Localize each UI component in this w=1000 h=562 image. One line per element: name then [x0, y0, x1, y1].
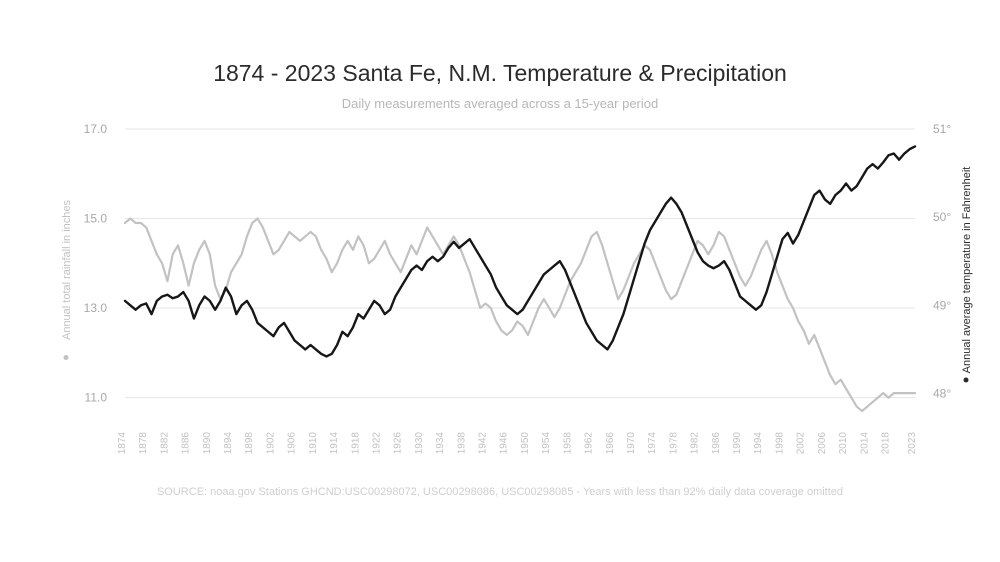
series-group: [125, 146, 915, 411]
x-tick: 1966: [605, 432, 616, 455]
x-tick: 1902: [265, 432, 276, 455]
right-y-tick: 51°: [933, 122, 951, 136]
x-tick: 1998: [774, 432, 785, 455]
x-tick: 1886: [181, 432, 192, 455]
x-tick: 1922: [371, 432, 382, 455]
right-y-tick: 49°: [933, 298, 951, 312]
x-tick: 2018: [880, 432, 891, 455]
x-tick: 1954: [541, 432, 552, 455]
x-tick: 1986: [711, 432, 722, 455]
right-y-tick: 48°: [933, 387, 951, 401]
x-tick: 1950: [520, 432, 531, 455]
x-tick: 1962: [584, 432, 595, 455]
left-y-tick: 17.0: [84, 122, 108, 136]
left-y-tick: 13.0: [84, 301, 108, 315]
x-tick: 1930: [414, 432, 425, 455]
right-y-tick-group: 48° 49° 50° 51°: [933, 122, 951, 401]
x-tick: 1914: [329, 432, 340, 455]
left-axis-label: Annual total rainfall in inches: [61, 199, 73, 340]
chart-container: 1874 - 2023 Santa Fe, N.M. Temperature &…: [0, 0, 1000, 562]
x-tick: 1958: [562, 432, 573, 455]
source-caption: SOURCE: noaa.gov Stations GHCND:USC00298…: [0, 486, 1000, 498]
x-tick: 1910: [308, 432, 319, 455]
precipitation-line: [125, 219, 915, 412]
grid-group: [125, 129, 915, 398]
x-tick: 2002: [796, 432, 807, 455]
x-tick-group: 1874 1878 1882 1886 1890 1894 1898 1902 1906 1910…: [117, 432, 918, 455]
x-tick: 1906: [287, 432, 298, 455]
left-y-tick: 11.0: [85, 391, 108, 405]
chart-svg: 11.013.015.017.0 48°49°50°51° 1874187818…: [0, 0, 1000, 562]
left-axis-legend: Annual total rainfall in inches: [61, 199, 73, 360]
x-tick: 1982: [690, 432, 701, 455]
left-y-tick: 15.0: [84, 212, 108, 226]
x-tick: 1890: [202, 432, 213, 455]
left-y-tick-group: 11.0 13.0 15.0 17.0: [84, 122, 108, 405]
x-tick: 1874: [117, 432, 128, 455]
right-axis-label: Annual average temperature in Fahrenheit: [961, 167, 973, 374]
right-axis-legend: Annual average temperature in Fahrenheit: [961, 167, 973, 383]
x-tick: 2010: [838, 432, 849, 455]
x-tick: 1946: [499, 432, 510, 455]
x-tick: 2023: [907, 432, 918, 455]
x-tick: 1926: [393, 432, 404, 455]
x-tick: 1882: [159, 432, 170, 455]
x-tick: 1990: [732, 432, 743, 455]
x-tick: 1894: [223, 432, 234, 455]
x-tick: 1974: [647, 432, 658, 455]
x-tick: 1970: [626, 432, 637, 455]
temp-legend-dot: [964, 378, 969, 383]
x-tick: 1898: [244, 432, 255, 455]
x-tick: 1994: [753, 432, 764, 455]
precip-legend-dot: [64, 355, 69, 360]
x-tick: 1938: [456, 432, 467, 455]
x-tick: 1934: [435, 432, 446, 455]
right-y-tick: 50°: [933, 210, 951, 224]
x-tick: 1878: [138, 432, 149, 455]
x-tick: 1978: [668, 432, 679, 455]
x-tick: 1918: [350, 432, 361, 455]
x-tick: 1942: [478, 432, 489, 455]
x-tick: 2006: [817, 432, 828, 455]
x-tick: 2014: [859, 432, 870, 455]
